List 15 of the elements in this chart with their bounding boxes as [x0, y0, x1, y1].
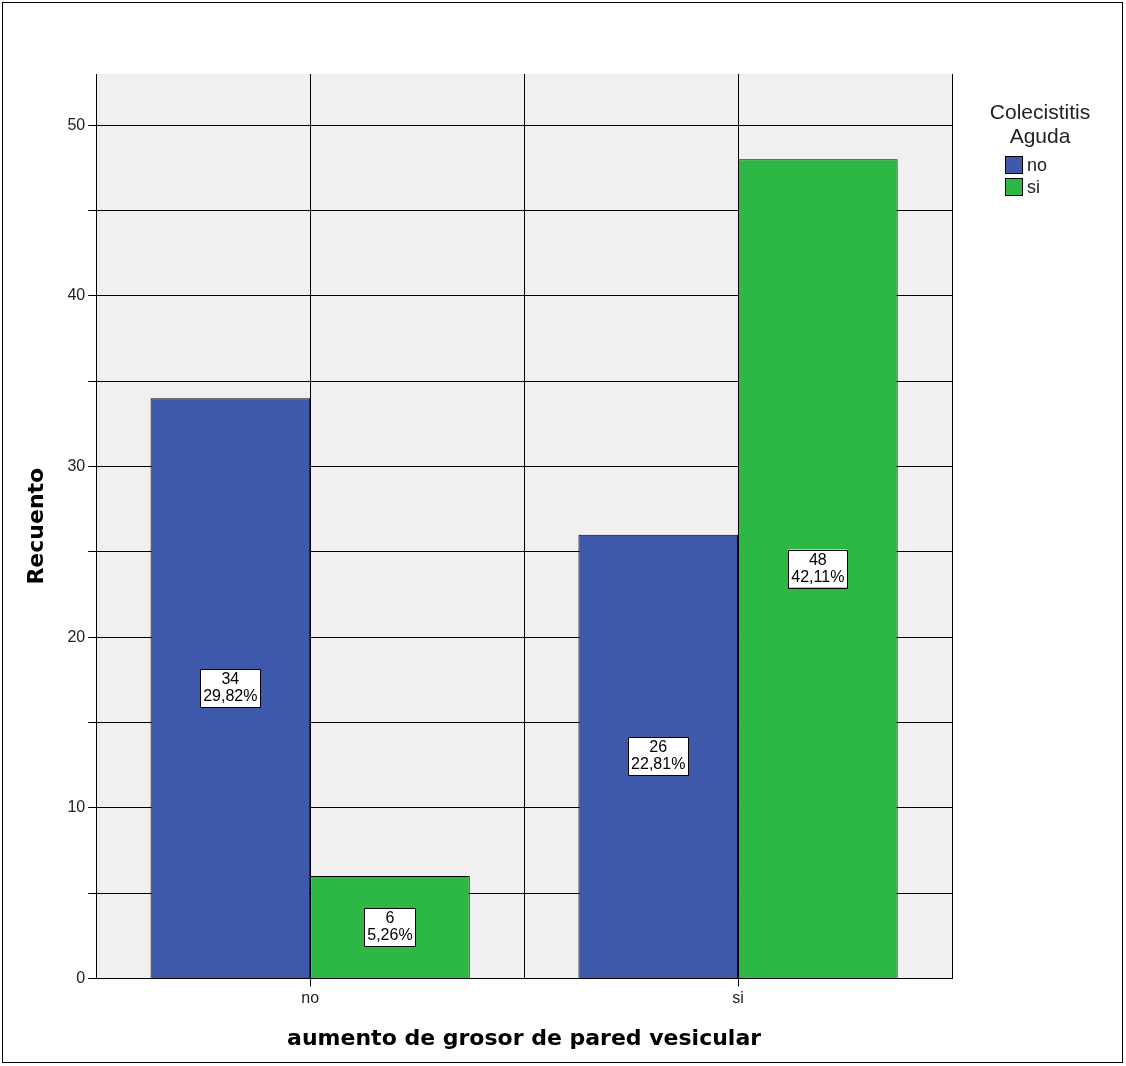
data-label: 6 5,26% [367, 908, 413, 943]
legend-label: no [1027, 154, 1048, 176]
data-label: 48 42,11% [791, 550, 845, 585]
data-label: 26 22,81% [631, 738, 686, 773]
y-tick-label: 50 [67, 115, 86, 133]
y-tick-label: 20 [67, 627, 86, 645]
y-tick-label: 0 [76, 968, 86, 986]
legend-label: si [1027, 176, 1040, 198]
y-tick-label: 40 [67, 286, 86, 304]
y-tick-label: 10 [67, 798, 86, 816]
y-axis-title: Recuento [22, 467, 48, 585]
y-tick-label: 30 [67, 456, 86, 474]
data-label: 34 29,82% [203, 669, 258, 704]
x-axis-title: aumento de grosor de pared vesicular [287, 1024, 762, 1050]
legend-title: Colecistitis Aguda [988, 100, 1092, 148]
